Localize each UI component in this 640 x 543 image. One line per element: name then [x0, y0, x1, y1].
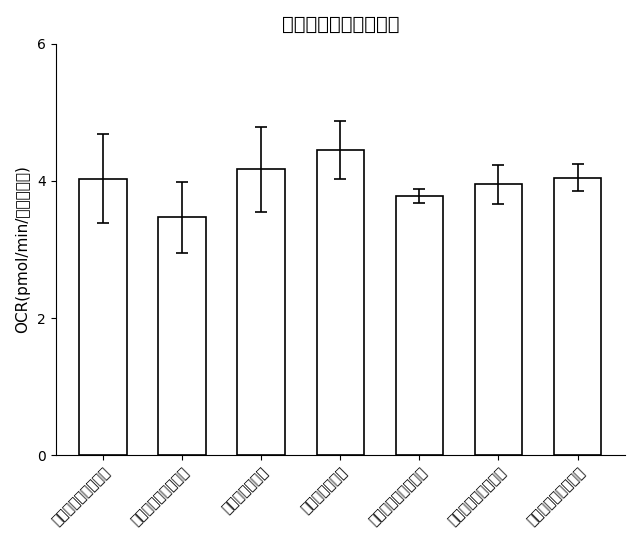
- Title: 非ミトコンドリア呆吸: 非ミトコンドリア呆吸: [282, 15, 399, 34]
- Bar: [237, 169, 285, 455]
- Bar: [475, 185, 522, 455]
- Bar: [317, 150, 364, 455]
- Bar: [158, 217, 206, 455]
- Y-axis label: OCR(pmol/min/タンパク貪): OCR(pmol/min/タンパク貪): [15, 166, 30, 333]
- Bar: [554, 178, 601, 455]
- Bar: [79, 179, 127, 455]
- Bar: [396, 196, 443, 455]
